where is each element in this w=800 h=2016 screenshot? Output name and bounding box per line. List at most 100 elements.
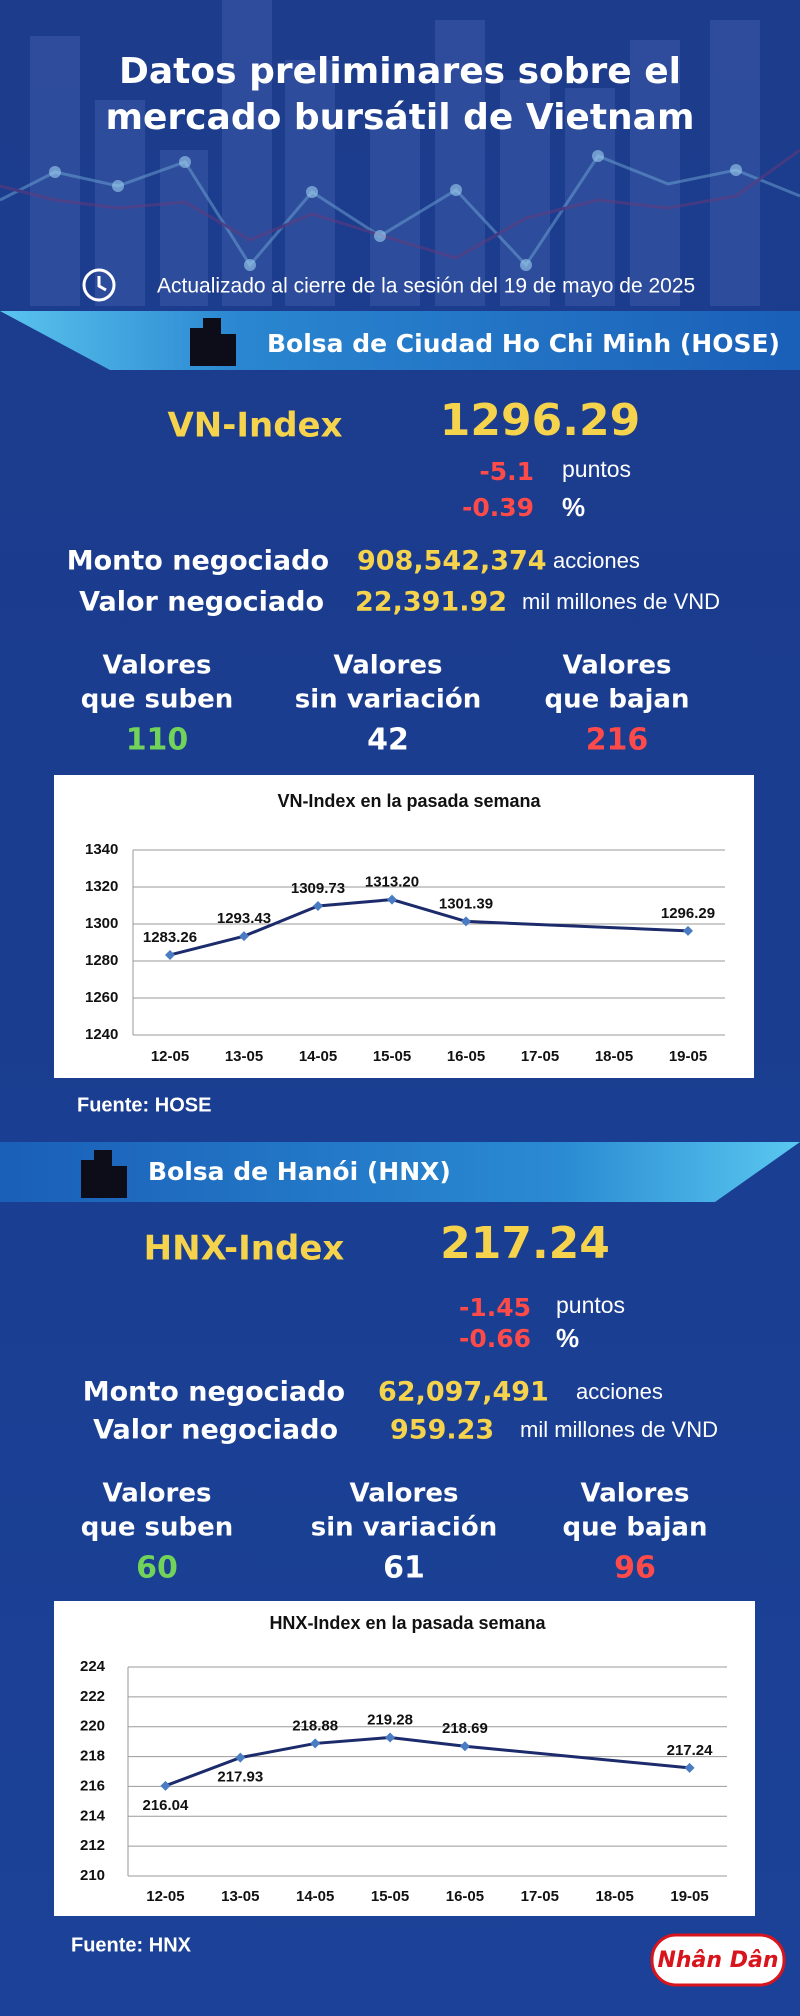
banner	[0, 1142, 800, 1202]
data-label: 218.69	[442, 1720, 488, 1737]
value: 22,391.92	[355, 587, 507, 618]
unchanged-count: 42	[367, 723, 409, 758]
volume-label: Monto negociado	[83, 1377, 345, 1408]
marker	[459, 1741, 470, 1752]
value-label: Valor negociado	[93, 1415, 338, 1446]
chart-panel	[54, 775, 754, 1078]
x-tick-label: 15-05	[373, 1048, 411, 1065]
advancing-label: que suben	[81, 685, 234, 715]
x-tick-label: 13-05	[221, 1888, 259, 1905]
marker	[385, 1732, 396, 1743]
data-label: 216.04	[142, 1797, 189, 1814]
source: Fuente: HOSE	[77, 1094, 211, 1116]
x-tick-label: 15-05	[371, 1888, 409, 1905]
marker	[683, 925, 693, 936]
pct-unit: %	[556, 1323, 579, 1353]
y-tick-label: 218	[80, 1748, 105, 1765]
x-tick-label: 17-05	[521, 1888, 559, 1905]
data-label: 217.24	[667, 1742, 714, 1759]
unchanged-count: 61	[383, 1551, 425, 1586]
marker	[165, 949, 175, 960]
y-tick-label: 220	[80, 1718, 105, 1735]
x-tick-label: 19-05	[669, 1048, 707, 1065]
exchange-name: Bolsa de Ciudad Ho Chi Minh (HOSE)	[267, 329, 780, 358]
y-tick-label: 222	[80, 1688, 105, 1705]
declining-label: Valores	[581, 1479, 690, 1509]
change-points: -5.1	[479, 457, 534, 486]
logo-text: Nhân Dân	[657, 1948, 778, 1973]
value-unit: mil millones de VND	[520, 1417, 718, 1442]
declining-count: 216	[586, 723, 649, 758]
marker	[684, 1762, 695, 1773]
advancing-count: 60	[136, 1551, 178, 1586]
marker	[313, 900, 323, 911]
title: mercado bursátil de Vietnam	[106, 97, 695, 138]
chart-panel	[54, 1601, 755, 1916]
value-unit: mil millones de VND	[522, 589, 720, 614]
data-label: 219.28	[367, 1711, 413, 1728]
unchanged-label: Valores	[350, 1479, 459, 1509]
marker	[461, 916, 471, 927]
updated: Actualizado al cierre de la sesión del 1…	[157, 275, 695, 298]
unchanged-label: sin variación	[311, 1513, 497, 1543]
advancing-label: Valores	[103, 651, 212, 681]
value-label: Valor negociado	[79, 587, 324, 618]
exchange-name: Bolsa de Hanói (HNX)	[148, 1157, 451, 1186]
chart-title: VN-Index en la pasada semana	[277, 791, 541, 811]
x-tick-label: 14-05	[299, 1048, 337, 1065]
building-icon	[81, 1150, 127, 1198]
data-label: 1301.39	[439, 895, 493, 912]
marker	[387, 894, 397, 905]
advancing-label: que suben	[81, 1513, 234, 1543]
data-label: 1313.20	[365, 874, 419, 891]
pct-unit: %	[562, 492, 585, 522]
volume-unit: acciones	[576, 1379, 663, 1404]
volume: 908,542,374	[357, 546, 547, 577]
volume-unit: acciones	[553, 548, 640, 573]
logo	[650, 1933, 786, 1987]
y-tick-label: 1260	[85, 989, 118, 1006]
declining-label: que bajan	[545, 685, 690, 715]
index-value: 217.24	[440, 1218, 610, 1269]
x-tick-label: 19-05	[670, 1888, 708, 1905]
x-tick-label: 16-05	[447, 1048, 485, 1065]
advancing-label: Valores	[103, 1479, 212, 1509]
x-tick-label: 13-05	[225, 1048, 263, 1065]
y-tick-label: 1300	[85, 915, 118, 932]
value: 959.23	[390, 1415, 494, 1446]
y-tick-label: 212	[80, 1837, 105, 1854]
data-label: 1293.43	[217, 910, 271, 927]
x-tick-label: 12-05	[146, 1888, 184, 1905]
y-tick-label: 1340	[85, 841, 118, 858]
line	[164, 1735, 690, 1788]
marker	[310, 1738, 321, 1749]
x-tick-label: 14-05	[296, 1888, 334, 1905]
marker	[160, 1780, 171, 1791]
change-pct: -0.39	[462, 493, 534, 522]
clock-icon	[82, 268, 116, 302]
data-label: 218.88	[292, 1717, 338, 1734]
change-pct: -0.66	[459, 1324, 531, 1353]
points-unit: puntos	[562, 456, 631, 482]
advancing-count: 110	[126, 723, 189, 758]
marker	[239, 931, 249, 942]
points-unit: puntos	[556, 1292, 625, 1318]
x-tick-label: 17-05	[521, 1048, 559, 1065]
change-points: -1.45	[459, 1293, 531, 1322]
data-label: 1283.26	[143, 929, 197, 946]
volume-label: Monto negociado	[67, 546, 329, 577]
y-tick-label: 214	[80, 1807, 106, 1824]
decor-dots	[49, 150, 742, 271]
y-tick-label: 1320	[85, 878, 118, 895]
building-icon	[190, 318, 236, 366]
chart-title: HNX-Index en la pasada semana	[269, 1613, 546, 1633]
y-tick-label: 1280	[85, 952, 118, 969]
x-tick-label: 18-05	[595, 1048, 633, 1065]
declining-label: Valores	[563, 651, 672, 681]
index-value: 1296.29	[440, 395, 640, 446]
unchanged-label: Valores	[334, 651, 443, 681]
x-tick-label: 18-05	[596, 1888, 634, 1905]
data-label: 1309.73	[291, 880, 345, 897]
volume: 62,097,491	[378, 1377, 549, 1408]
